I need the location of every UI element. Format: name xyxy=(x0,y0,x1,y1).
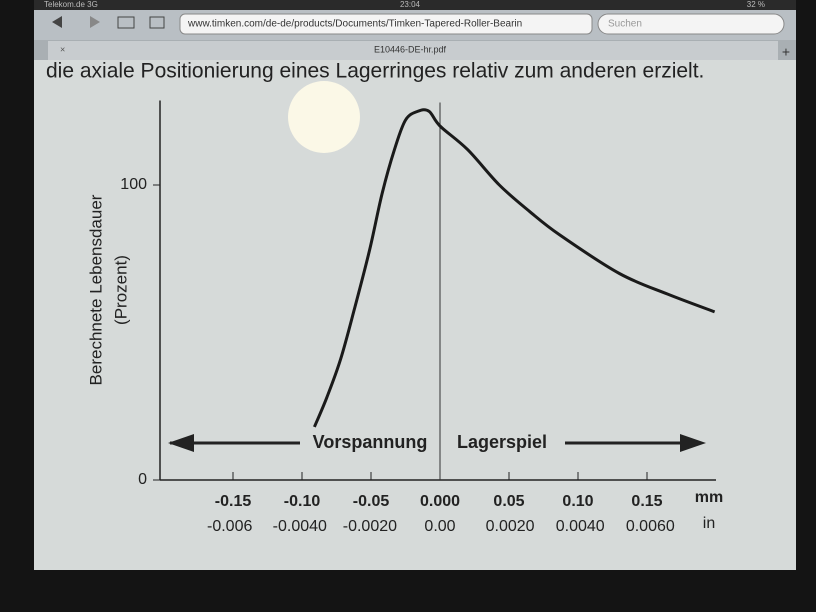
search-field[interactable] xyxy=(597,13,785,35)
x-tick-label: -0.05 xyxy=(353,493,390,510)
y-axis-label: Berechnete Lebensdauer xyxy=(86,194,105,385)
x-tick-label: 0.15 xyxy=(631,493,662,510)
glare xyxy=(288,81,360,153)
forward-button[interactable] xyxy=(90,16,100,28)
x-tick-label: -0.10 xyxy=(284,493,321,510)
left-arrowhead xyxy=(168,434,194,452)
new-tab[interactable]: + xyxy=(782,44,790,60)
display xyxy=(34,0,796,570)
search-placeholder: Suchen xyxy=(608,19,642,30)
bookmarks-button[interactable] xyxy=(117,16,135,29)
y-axis-unit: (Prozent) xyxy=(111,255,130,325)
url: www.timken.com/de-de/products/Documents/… xyxy=(187,19,522,30)
curve xyxy=(313,108,716,428)
y-tick-label: 0 xyxy=(138,471,147,488)
x2-tick-label: -0.0040 xyxy=(273,518,327,535)
carrier: Telekom.de 3G xyxy=(44,0,98,9)
status-bar xyxy=(34,0,796,10)
x2-unit: in xyxy=(703,515,715,532)
x2-tick-label: -0.006 xyxy=(207,518,252,535)
x-unit: mm xyxy=(695,489,723,506)
share-button[interactable] xyxy=(149,16,165,29)
x2-tick-label: 0.0060 xyxy=(626,518,675,535)
tab-close[interactable]: × xyxy=(60,44,65,54)
tab-title: E10446-DE-hr.pdf xyxy=(374,44,447,54)
x-tick-label: 0.05 xyxy=(493,493,524,510)
battery: 32 % xyxy=(747,0,765,9)
document-text: die axiale Positionierung eines Lagerrin… xyxy=(46,60,704,83)
plot: Berechnete Lebensdauer (Prozent) Vorspan… xyxy=(86,100,723,535)
y-tick-label: 100 xyxy=(120,176,147,193)
left-annotation: Vorspannung xyxy=(313,432,428,452)
x-tick-label: -0.15 xyxy=(215,493,252,510)
tab[interactable] xyxy=(48,41,778,60)
clock: 23:04 xyxy=(400,0,421,9)
x-tick-label: 0.000 xyxy=(420,493,460,510)
x2-tick-label: -0.0020 xyxy=(343,518,397,535)
back-button[interactable] xyxy=(52,16,62,28)
x-tick-label: 0.10 xyxy=(562,493,593,510)
url-field[interactable] xyxy=(179,13,593,35)
right-annotation: Lagerspiel xyxy=(457,432,547,452)
x2-tick-label: 0.0040 xyxy=(556,518,605,535)
x2-tick-label: 0.00 xyxy=(424,518,455,535)
x2-tick-label: 0.0020 xyxy=(486,518,535,535)
right-arrowhead xyxy=(680,434,706,452)
